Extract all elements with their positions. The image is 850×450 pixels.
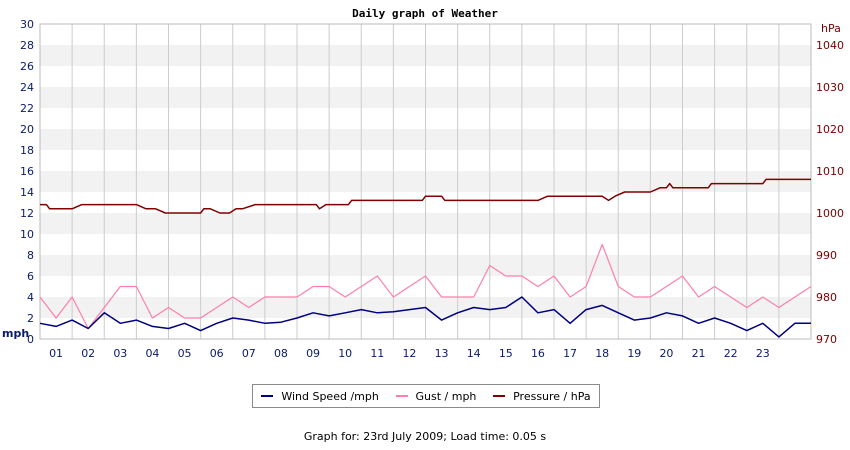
legend-item-wind: Wind Speed /mph (261, 390, 379, 403)
x-tick-label: 06 (210, 347, 224, 360)
x-tick-label: 23 (756, 347, 770, 360)
legend-swatch-gust (395, 395, 408, 397)
left-tick-label: 6 (27, 270, 34, 283)
x-tick-label: 05 (178, 347, 192, 360)
x-tick-label: 11 (370, 347, 384, 360)
x-axis-ticks: 01 02 03 04 05 06 07 08 09 10 11 12 13 14 15 16 17 18 19 20… (49, 347, 770, 360)
left-tick-label: 12 (20, 207, 34, 220)
vertical-gridlines (71, 24, 780, 339)
x-tick-label: 07 (242, 347, 256, 360)
x-tick-label: 16 (531, 347, 545, 360)
left-tick-label: 18 (20, 144, 34, 157)
right-tick-label: 1010 (816, 165, 844, 178)
x-tick-label: 13 (435, 347, 449, 360)
x-tick-label: 01 (49, 347, 63, 360)
left-tick-label: 10 (20, 228, 34, 241)
left-tick-label: 26 (20, 60, 34, 73)
left-tick-label: 16 (20, 165, 34, 178)
legend: Wind Speed /mph Gust / mph Pressure / hP… (252, 384, 600, 408)
right-tick-label: 980 (816, 291, 837, 304)
x-tick-label: 03 (113, 347, 127, 360)
right-axis-unit: hPa (821, 22, 841, 35)
left-tick-label: 28 (20, 39, 34, 52)
x-tick-label: 08 (274, 347, 288, 360)
footer-info: Graph for: 23rd July 2009; Load time: 0.… (303, 430, 547, 443)
x-tick-label: 12 (402, 347, 416, 360)
x-tick-label: 09 (306, 347, 320, 360)
legend-item-gust: Gust / mph (395, 389, 477, 403)
legend-swatch-wind (261, 395, 274, 397)
weather-chart: Daily graph of Weather 24681012141618202… (2, 7, 844, 360)
x-tick-label: 04 (145, 347, 159, 360)
right-tick-label: 1040 (816, 39, 844, 52)
left-tick-label: 2 (27, 312, 34, 325)
left-tick-label: 20 (20, 123, 34, 136)
left-tick-label: 4 (27, 291, 34, 304)
right-tick-label: 1020 (816, 123, 844, 136)
legend-label-wind: Wind Speed /mph (281, 389, 379, 403)
left-tick-label: 24 (20, 81, 34, 94)
legend-label-gust: Gust / mph (415, 389, 477, 403)
left-tick-label: 8 (27, 249, 34, 262)
right-tick-label: 970 (816, 333, 837, 346)
x-tick-label: 17 (563, 347, 577, 360)
left-tick-label: 30 (20, 18, 34, 31)
chart-title: Daily graph of Weather (352, 7, 498, 20)
left-axis-unit: mph (2, 327, 29, 340)
series-layer (39, 178, 812, 338)
left-tick-label: 0 (27, 333, 34, 346)
legend-item-pressure: Pressure / hPa (493, 390, 591, 403)
series-gust-line (39, 243, 812, 330)
legend-label-pressure: Pressure / hPa (513, 389, 591, 403)
x-tick-label: 14 (467, 347, 481, 360)
left-tick-label: 14 (20, 186, 34, 199)
right-axis-ticks: 970 980 990 1000 1010 1020 1030 1040 (816, 39, 844, 346)
series-pressure-line (40, 178, 811, 214)
series-wind-line (39, 296, 811, 338)
x-tick-label: 22 (724, 347, 738, 360)
x-tick-label: 15 (499, 347, 513, 360)
x-tick-label: 20 (659, 347, 673, 360)
right-tick-label: 990 (816, 249, 837, 262)
x-tick-label: 21 (692, 347, 706, 360)
plot-frame (39, 23, 812, 340)
legend-swatch-pressure (493, 395, 506, 397)
x-tick-label: 19 (627, 347, 641, 360)
left-tick-label: 22 (20, 102, 34, 115)
x-tick-label: 02 (81, 347, 95, 360)
x-tick-label: 18 (595, 347, 609, 360)
right-tick-label: 1000 (816, 207, 844, 220)
x-tick-label: 10 (338, 347, 352, 360)
right-tick-label: 1030 (816, 81, 844, 94)
